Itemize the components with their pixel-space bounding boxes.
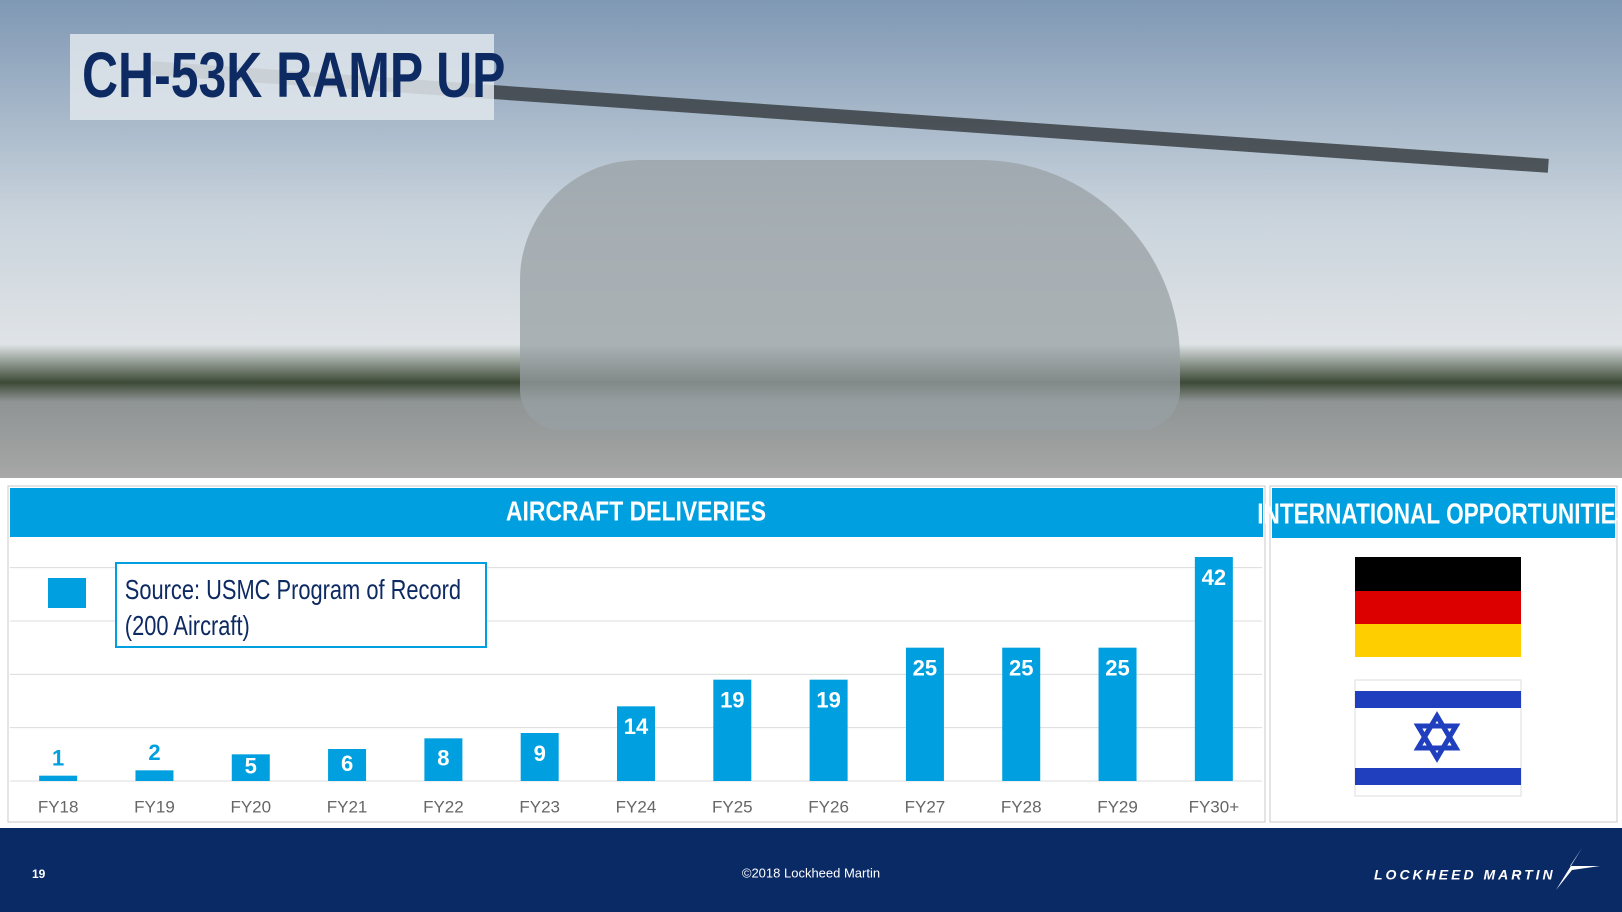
page-number: 19 — [32, 867, 46, 881]
bar — [328, 749, 367, 781]
bar — [905, 647, 944, 781]
x-tick-label: FY20 — [230, 797, 271, 816]
copyright: ©2018 Lockheed Martin — [742, 865, 880, 880]
bar — [135, 770, 174, 781]
bar — [1194, 557, 1233, 781]
chart-title: AIRCRAFT DELIVERIES — [506, 496, 766, 527]
value-label: 19 — [816, 687, 840, 712]
value-label: 19 — [720, 687, 744, 712]
x-tick-label: FY23 — [519, 797, 560, 816]
x-tick-label: FY21 — [327, 797, 368, 816]
value-label: 8 — [437, 745, 449, 770]
value-label: 14 — [624, 714, 649, 739]
footer-bar — [0, 828, 1622, 912]
bar — [713, 679, 752, 781]
value-label: 2 — [148, 740, 160, 765]
flag-israel — [1354, 679, 1522, 797]
x-tick-label: FY25 — [712, 797, 753, 816]
value-label: 1 — [52, 745, 64, 770]
bar — [809, 679, 848, 781]
flag-germany — [1355, 557, 1521, 657]
bar — [39, 775, 78, 781]
title-box — [70, 34, 494, 120]
legend-box: Source: USMC Program of Record (200 Airc… — [115, 562, 487, 648]
x-tick-label: FY27 — [905, 797, 946, 816]
value-label: 25 — [1105, 655, 1129, 680]
x-tick-label: FY29 — [1097, 797, 1138, 816]
x-tick-label: FY22 — [423, 797, 464, 816]
bar — [231, 754, 270, 781]
chart-header — [10, 488, 1263, 537]
logo-star — [1556, 848, 1600, 890]
slide-title: CH-53K RAMP UP — [82, 39, 506, 111]
value-label: 25 — [913, 655, 937, 680]
legend-swatch — [48, 578, 86, 608]
x-tick-label: FY18 — [38, 797, 79, 816]
legend-label: Source: USMC Program of Record (200 Airc… — [124, 574, 462, 641]
value-label: 5 — [245, 753, 257, 778]
logo-text: LOCKHEED MARTIN — [1374, 867, 1556, 883]
bar — [617, 706, 655, 781]
value-label: 42 — [1202, 565, 1226, 590]
bar — [1098, 647, 1137, 781]
intl-header — [1272, 488, 1615, 538]
x-tick-label: FY19 — [134, 797, 175, 816]
intl-title: INTERNATIONAL OPPORTUNITIES — [1257, 497, 1622, 530]
x-tick-label: FY24 — [616, 797, 657, 816]
value-label: 9 — [534, 741, 546, 766]
helicopter-silhouette — [520, 160, 1180, 430]
x-tick-label: FY30+ — [1189, 797, 1240, 816]
x-tick-label: FY28 — [1001, 797, 1042, 816]
value-label: 25 — [1009, 655, 1033, 680]
value-label: 6 — [341, 751, 353, 776]
bar — [1002, 647, 1041, 781]
bar — [424, 738, 463, 781]
x-tick-label: FY26 — [808, 797, 849, 816]
bar — [520, 733, 559, 781]
plot: FY18 1 FY19 2 FY20 5 FY21 6 FY22 8 FY23 9 FY24 14 FY25… — [10, 557, 1262, 816]
